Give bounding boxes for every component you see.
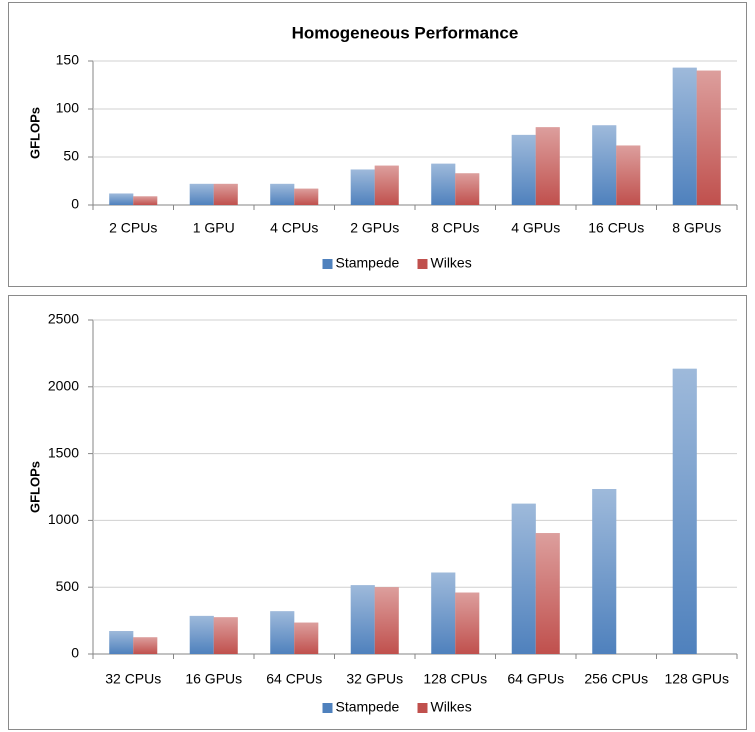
x-tick-label: 4 CPUs <box>270 220 318 236</box>
x-tick-label: 128 GPUs <box>664 671 729 687</box>
x-tick-label: 64 GPUs <box>507 671 564 687</box>
legend-label: Stampede <box>336 255 400 271</box>
x-tick-label: 1 GPU <box>193 220 235 236</box>
bar-shine <box>109 193 134 205</box>
bar-shine <box>189 183 214 205</box>
legend-swatch <box>417 259 428 269</box>
x-tick-label: 128 CPUs <box>423 671 487 687</box>
bar-shine <box>294 188 319 205</box>
legend-swatch <box>417 703 428 713</box>
bar-shine <box>213 617 238 654</box>
bar-shine <box>350 585 375 654</box>
bar-shine <box>592 125 617 205</box>
bar-shine <box>672 368 697 654</box>
bar-shine <box>535 533 560 654</box>
bar-shine <box>133 637 158 654</box>
bar-shine <box>535 127 560 205</box>
x-tick-label: 8 GPUs <box>672 220 721 236</box>
y-tick-label: 150 <box>56 52 80 68</box>
y-tick-label: 500 <box>56 578 80 594</box>
legend-swatch <box>322 259 333 269</box>
chart-frame <box>8 2 747 287</box>
x-tick-label: 16 CPUs <box>588 220 644 236</box>
bar-shine <box>374 165 399 205</box>
y-tick-label: 1500 <box>48 444 79 460</box>
bar-shine <box>374 587 399 654</box>
y-tick-label: 2000 <box>48 378 79 394</box>
bar-shine <box>511 134 536 205</box>
bar-shine <box>431 572 456 654</box>
legend-label: Wilkes <box>431 699 472 715</box>
bar-shine <box>455 592 480 654</box>
bar-shine <box>189 615 214 654</box>
y-tick-label: 1000 <box>48 511 79 527</box>
legend-label: Wilkes <box>431 255 472 271</box>
x-tick-label: 16 GPUs <box>185 671 242 687</box>
bar-shine <box>109 631 134 654</box>
x-tick-label: 64 CPUs <box>266 671 322 687</box>
x-tick-label: 4 GPUs <box>511 220 560 236</box>
x-tick-label: 256 CPUs <box>584 671 648 687</box>
y-tick-label: 0 <box>71 645 79 661</box>
x-tick-label: 32 CPUs <box>105 671 161 687</box>
y-tick-label: 0 <box>71 196 79 212</box>
x-tick-label: 32 GPUs <box>346 671 403 687</box>
bar-shine <box>431 163 456 205</box>
bar-shine <box>294 622 319 654</box>
bar-shine <box>696 70 721 205</box>
bar-shine <box>213 183 238 205</box>
chart-title: Homogeneous Performance <box>292 23 519 42</box>
chart-frame <box>8 295 747 730</box>
bar-shine <box>616 145 641 205</box>
y-tick-label: 50 <box>63 148 79 164</box>
bar-shine <box>672 67 697 205</box>
legend-swatch <box>322 703 333 713</box>
bar-shine <box>133 196 158 205</box>
legend-label: Stampede <box>336 699 400 715</box>
bar-shine <box>511 503 536 654</box>
x-tick-label: 8 CPUs <box>431 220 479 236</box>
y-axis-label: GFLOPs <box>27 107 42 159</box>
bar-shine <box>270 183 295 205</box>
bar-shine <box>350 169 375 205</box>
y-tick-label: 100 <box>56 100 80 116</box>
y-axis-label: GFLOPs <box>27 461 42 513</box>
bar-shine <box>592 489 617 654</box>
y-tick-label: 2500 <box>48 311 79 327</box>
x-tick-label: 2 CPUs <box>109 220 157 236</box>
x-tick-label: 2 GPUs <box>350 220 399 236</box>
bar-shine <box>455 173 480 205</box>
bar-shine <box>270 611 295 654</box>
